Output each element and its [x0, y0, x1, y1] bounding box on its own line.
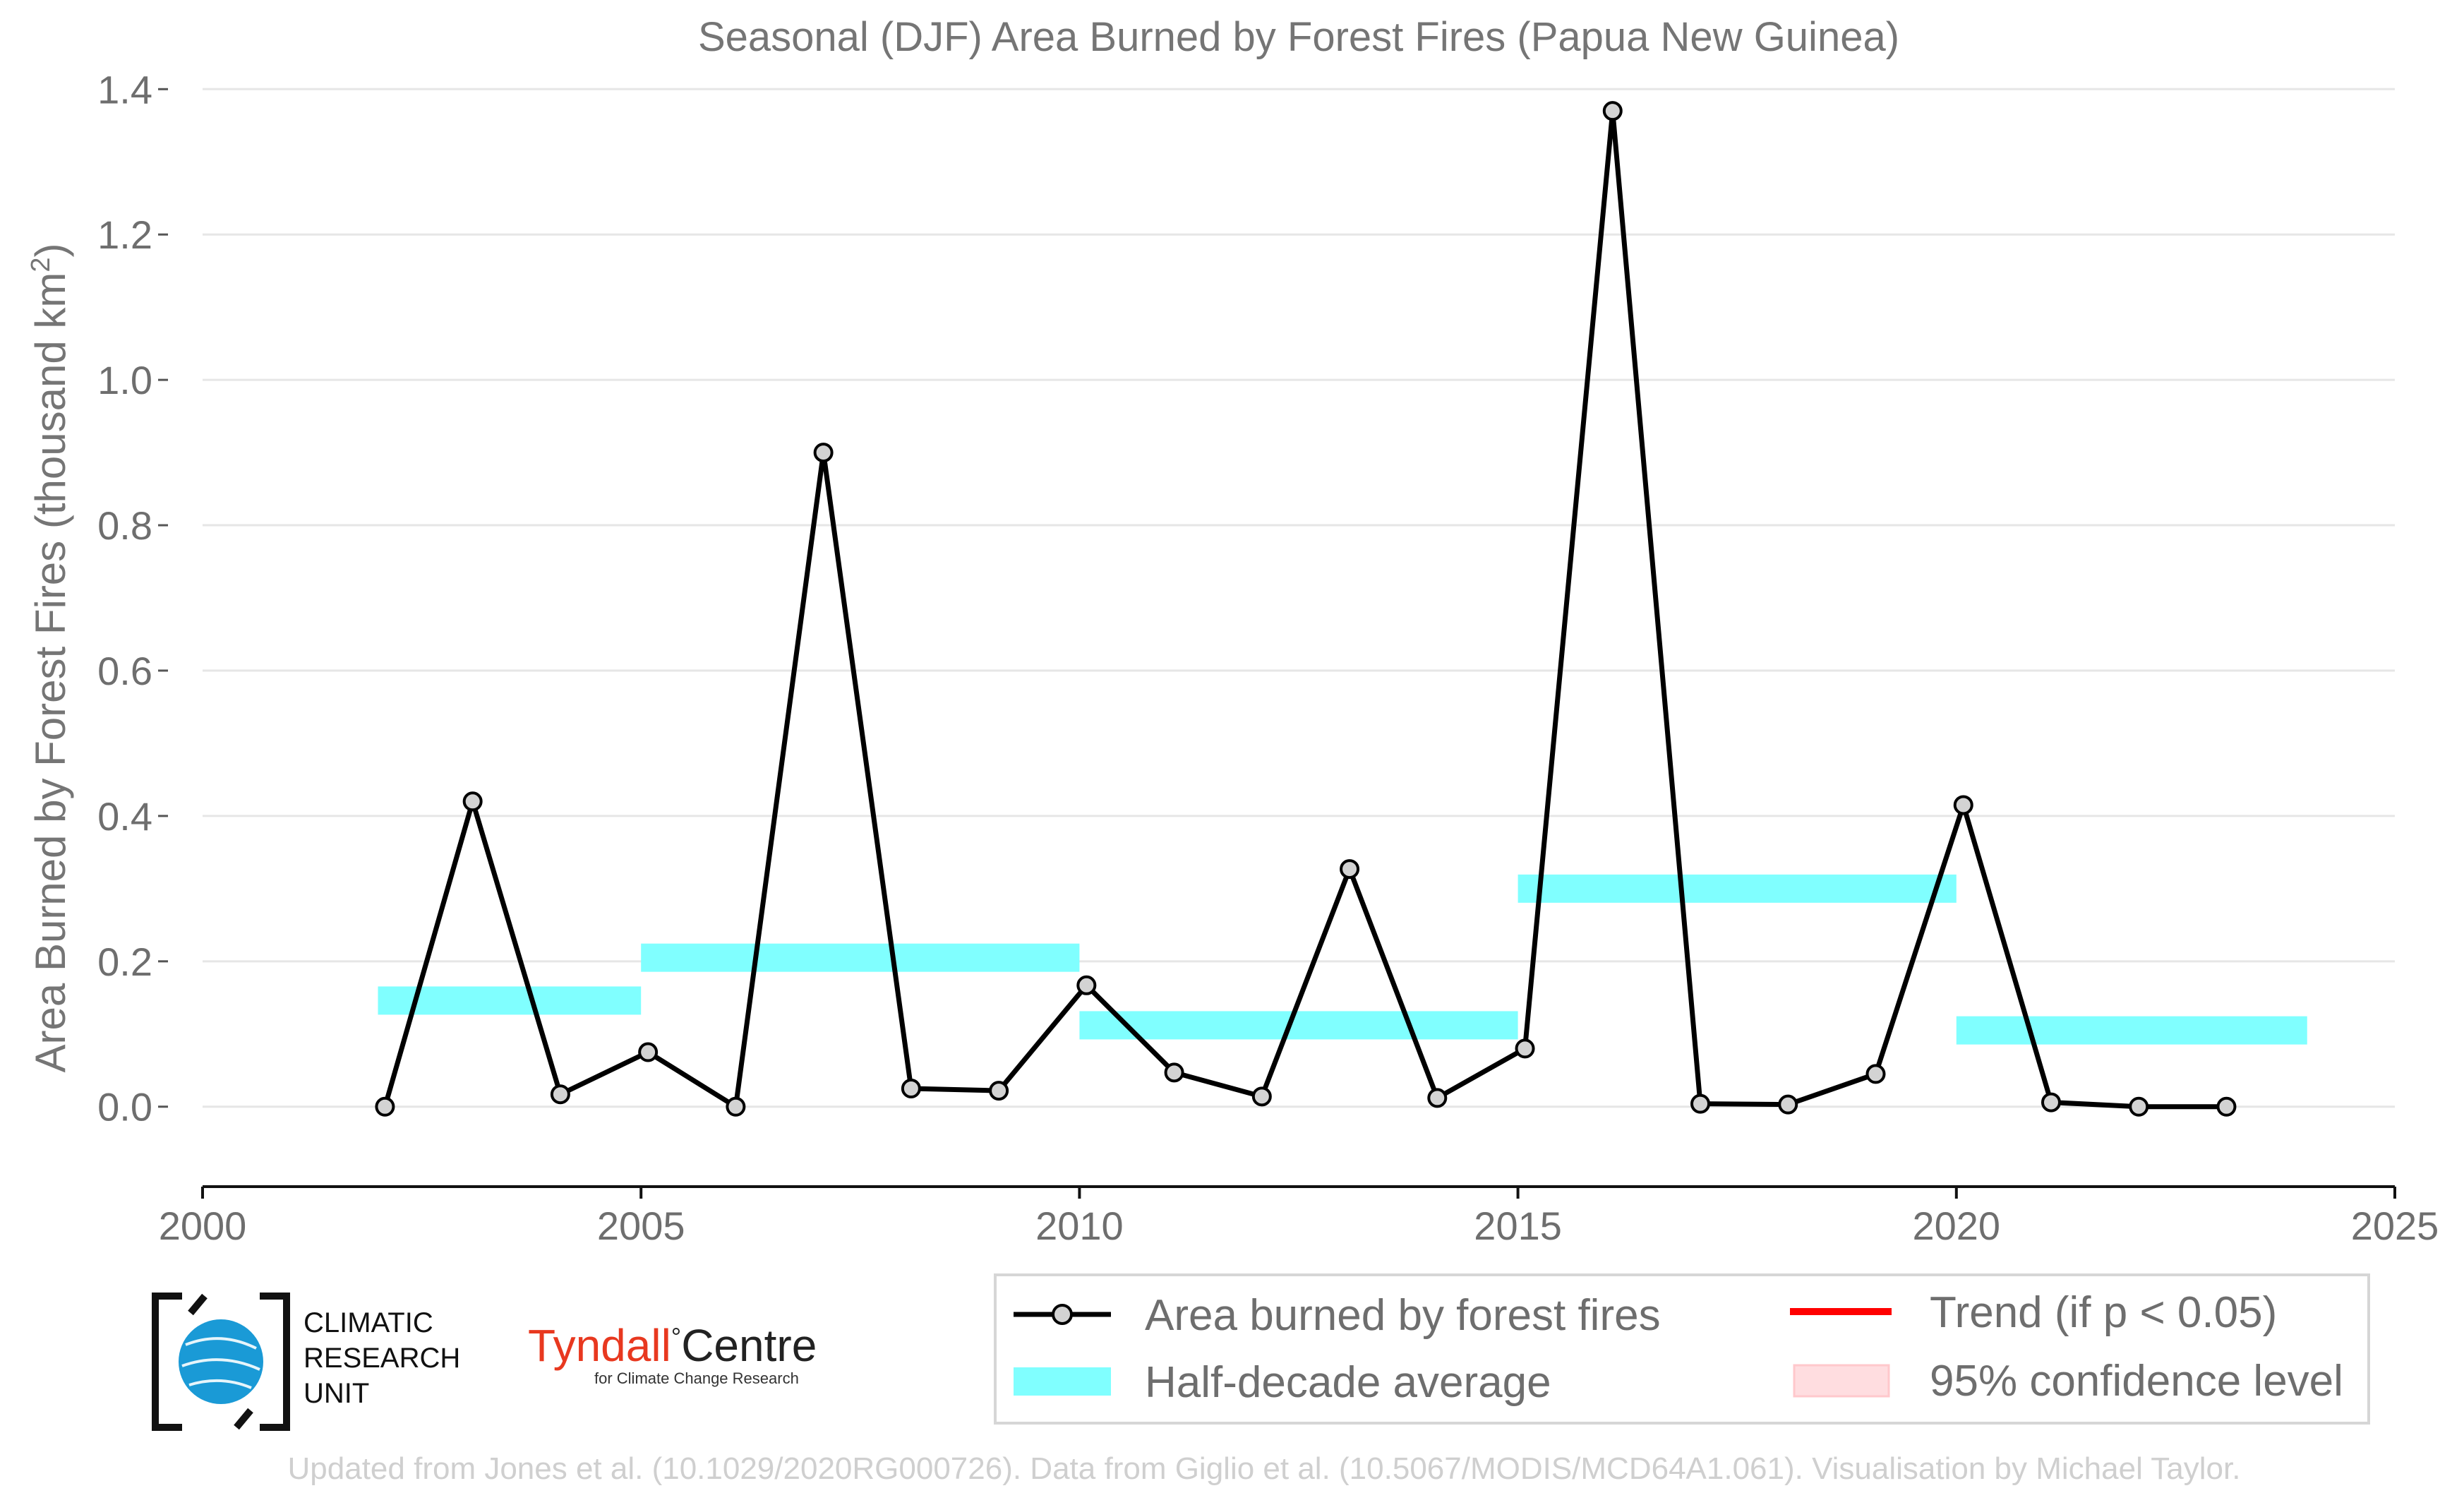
- legend-label-trend: Trend (if p < 0.05): [1930, 1288, 2277, 1337]
- legend: Area burned by forest fires Half-decade …: [994, 1273, 2370, 1425]
- data-point: [375, 1096, 395, 1117]
- data-point: [726, 1096, 746, 1117]
- legend-box: [994, 1273, 2370, 1425]
- cru-logo-bracket-outline: [152, 1293, 290, 1431]
- data-point: [1076, 975, 1097, 995]
- y-axis-label-superscript: 2: [26, 258, 56, 272]
- series-line: [383, 108, 2227, 1110]
- y-axis-label-end: ): [27, 244, 74, 258]
- gridlines: [203, 88, 2395, 1108]
- y-axis-label: Area Burned by Forest Fires (thousand km…: [26, 244, 74, 1073]
- cru-logo-text-line3: UNIT: [304, 1378, 369, 1409]
- half-decade-average-band: [1956, 1016, 2307, 1045]
- y-tick-label: 0.0: [97, 1085, 152, 1129]
- data-point: [2041, 1092, 2061, 1113]
- data-point: [1778, 1094, 1798, 1115]
- credit-text: Updated from Jones et al. (10.1029/2020R…: [288, 1451, 2241, 1486]
- data-point: [638, 1042, 659, 1062]
- cru-logo: CLIMATIC RESEARCH UNIT: [152, 1293, 460, 1431]
- x-tick-label: 2005: [597, 1204, 685, 1248]
- x-tick-label: 2010: [1035, 1204, 1124, 1248]
- half-decade-average-band: [641, 943, 1080, 972]
- data-point: [1865, 1064, 1886, 1084]
- half-decade-average-band: [1079, 1011, 1518, 1040]
- y-tick-label: 0.4: [97, 794, 152, 839]
- data-point: [1427, 1088, 1448, 1108]
- half-decade-average-band: [1518, 874, 1957, 903]
- legend-label-area-burned: Area burned by forest fires: [1145, 1291, 1661, 1340]
- cru-logo-bracket-slash-bottom: [234, 1408, 253, 1430]
- data-point: [901, 1079, 921, 1099]
- tyndall-logo-name-part1: Tyndall: [528, 1320, 671, 1371]
- x-axis: 2000 2005 2010 2015 2020 2025: [159, 1185, 2439, 1248]
- data-point: [813, 443, 834, 463]
- y-axis-label-main: Area Burned by Forest Fires (thousand km: [27, 272, 74, 1073]
- y-tick-label: 1.2: [97, 212, 152, 257]
- half-decade-average-band: [378, 986, 642, 1015]
- y-tick-label: 0.6: [97, 649, 152, 693]
- data-point: [989, 1081, 1009, 1101]
- tyndall-logo-name-part2: Centre: [681, 1320, 817, 1371]
- data-point: [462, 791, 483, 812]
- data-point: [1515, 1038, 1535, 1059]
- legend-confidence-patch-icon: [1793, 1364, 1890, 1398]
- data-point: [1602, 101, 1623, 121]
- chart-title: Seasonal (DJF) Area Burned by Forest Fir…: [698, 14, 1899, 60]
- legend-label-confidence: 95% confidence level: [1930, 1357, 2343, 1405]
- x-tick-label: 2015: [1474, 1204, 1562, 1248]
- data-point: [2216, 1096, 2237, 1117]
- data-point: [1690, 1093, 1711, 1114]
- y-tick-label: 1.0: [97, 358, 152, 402]
- legend-band-icon: [1014, 1367, 1111, 1396]
- legend-label-half-decade: Half-decade average: [1145, 1358, 1551, 1407]
- data-point: [1251, 1086, 1272, 1107]
- data-point: [1340, 859, 1360, 880]
- tyndall-logo-subtitle: for Climate Change Research: [594, 1369, 799, 1387]
- y-axis-ticks: 0.0 0.2 0.4 0.6 0.8 1.0 1.2 1.4: [97, 67, 168, 1129]
- cru-logo-globe-lines-icon: [181, 1337, 260, 1389]
- y-tick-label: 0.2: [97, 940, 152, 984]
- tyndall-logo-name: Tyndall°Centre: [528, 1320, 817, 1371]
- x-tick-label: 2025: [2351, 1204, 2439, 1248]
- data-point: [550, 1084, 570, 1105]
- area-burned-series: [375, 101, 2237, 1117]
- data-point: [1164, 1062, 1184, 1083]
- half-decade-average-bands: [378, 874, 2307, 1045]
- x-tick-label: 2020: [1913, 1204, 2001, 1248]
- data-point: [1953, 795, 1973, 815]
- cru-logo-text-line1: CLIMATIC: [304, 1307, 433, 1338]
- data-point: [2129, 1096, 2149, 1117]
- tyndall-logo-degree: °: [671, 1322, 681, 1351]
- cru-logo-bracket-slash-top: [188, 1293, 208, 1316]
- y-tick-label: 0.8: [97, 503, 152, 548]
- x-tick-label: 2000: [159, 1204, 247, 1248]
- y-tick-label: 1.4: [97, 67, 152, 112]
- tyndall-logo: Tyndall°Centre for Climate Change Resear…: [528, 1320, 817, 1387]
- cru-logo-text-line2: RESEARCH: [304, 1343, 460, 1374]
- legend-marker-icon: [1052, 1304, 1073, 1325]
